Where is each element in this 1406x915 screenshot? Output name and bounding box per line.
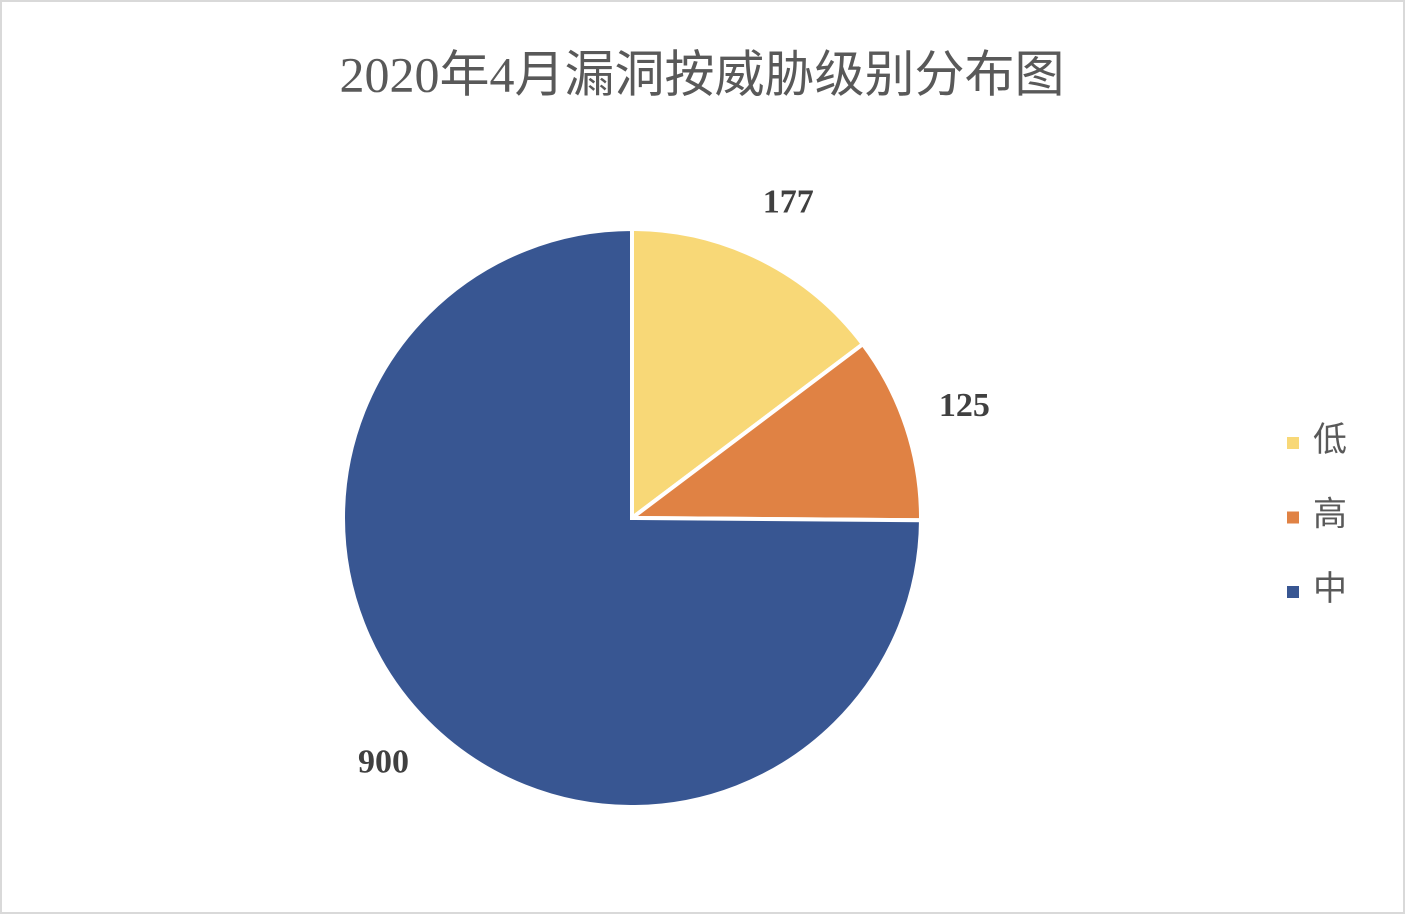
- data-label: 177: [763, 184, 814, 221]
- legend-label: 低: [1313, 422, 1347, 459]
- legend-label: 中: [1313, 570, 1347, 608]
- legend-swatch: [1287, 437, 1299, 449]
- legend-swatch: [1287, 511, 1299, 524]
- pie-slice: [626, 341, 923, 523]
- chart-title: 2020年4月漏洞按威胁级别分布图: [340, 46, 1065, 102]
- data-label: 900: [358, 743, 409, 780]
- pie-slice: [630, 226, 866, 523]
- pie-slice: [341, 226, 924, 809]
- legend-label: 高: [1313, 495, 1347, 533]
- data-label: 125: [939, 387, 990, 424]
- legend-swatch: [1287, 586, 1299, 598]
